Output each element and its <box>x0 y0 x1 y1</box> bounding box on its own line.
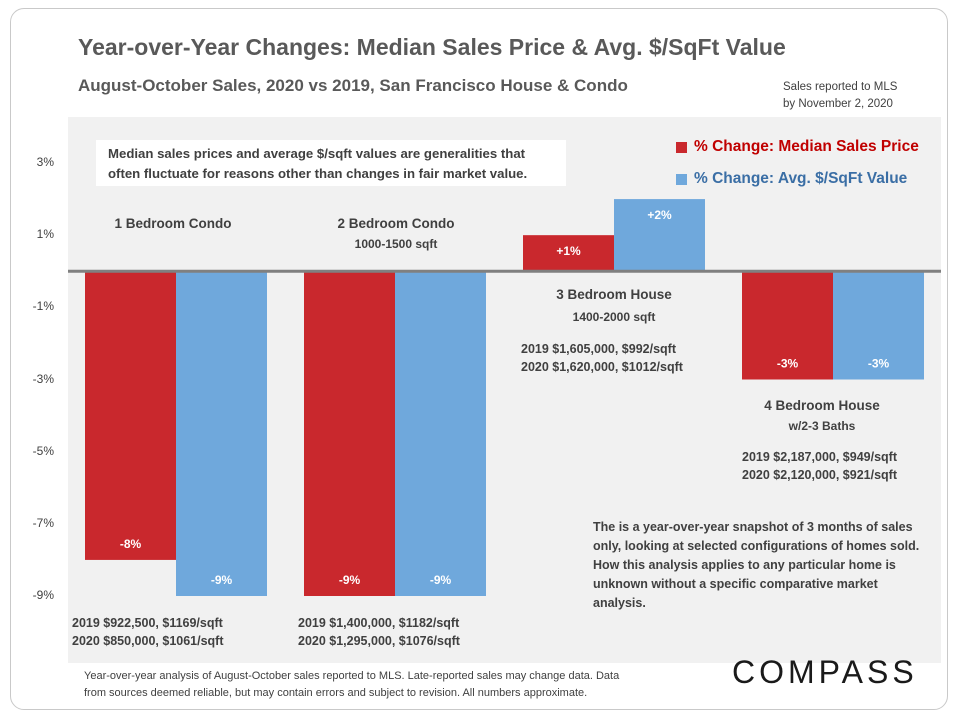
y-tick-label: 1% <box>36 227 54 242</box>
legend-label: % Change: Median Sales Price <box>694 138 919 155</box>
data-label: -8% <box>120 537 142 551</box>
bar-sqft-value-0 <box>176 271 267 596</box>
data-label: -3% <box>868 357 890 371</box>
y-tick-label: -9% <box>32 588 54 602</box>
plot-area: -8% -9% +1% -3% -9% -9% +2% -3% <box>68 117 941 663</box>
compass-logo: COMPASS <box>732 654 918 690</box>
snapshot-note: The is a year-over-year snapshot of 3 mo… <box>593 520 920 610</box>
data-label: -9% <box>339 573 361 587</box>
chart-title: Year-over-Year Changes: Median Sales Pri… <box>78 34 786 60</box>
y-tick-label: -7% <box>32 515 54 530</box>
group-prices-3br-house: 2019 $1,605,000, $992/sqft 2020 $1,620,0… <box>521 340 683 376</box>
legend-item-sqft-value: % Change: Avg. $/SqFt Value <box>676 170 907 188</box>
group-prices-4br-house: 2019 $2,187,000, $949/sqft 2020 $2,120,0… <box>742 448 897 484</box>
group-sub-3br-house: 1400-2000 sqft <box>572 310 656 324</box>
group-sub-4br-house: w/2-3 Baths <box>788 419 856 433</box>
data-label: -9% <box>211 573 233 587</box>
price-line-2019: 2019 $1,605,000, $992/sqft <box>521 342 676 356</box>
group-prices-1br-condo: 2019 $922,500, $1169/sqft 2020 $850,000,… <box>72 614 224 650</box>
footer-line: Year-over-year analysis of August-Octobe… <box>84 670 620 682</box>
data-label: +2% <box>647 208 672 222</box>
price-line-2019: 2019 $1,400,000, $1182/sqft <box>298 616 460 630</box>
bar-median-price-3 <box>742 271 833 380</box>
price-line-2020: 2020 $1,620,000, $1012/sqft <box>521 360 683 374</box>
legend-label: % Change: Avg. $/SqFt Value <box>694 170 908 187</box>
sales-note-line: by November 2, 2020 <box>783 98 893 110</box>
note-text: Median sales prices and average $/sqft v… <box>108 144 568 184</box>
sales-note-line: Sales reported to MLS <box>783 81 898 93</box>
y-tick-label: 3% <box>36 155 54 169</box>
chart-subtitle: August-October Sales, 2020 vs 2019, San … <box>78 76 628 95</box>
price-line-2020: 2020 $2,120,000, $921/sqft <box>742 468 897 482</box>
y-tick-label: -5% <box>32 443 54 458</box>
price-line-2019: 2019 $2,187,000, $949/sqft <box>742 450 897 464</box>
y-tick-label: -1% <box>32 299 54 314</box>
price-line-2020: 2020 $850,000, $1061/sqft <box>72 634 224 648</box>
price-line-2019: 2019 $922,500, $1169/sqft <box>72 616 223 630</box>
legend-swatch-red <box>676 141 687 153</box>
bar-median-price-2 <box>523 235 614 272</box>
group-sub-2br-condo: 1000-1500 sqft <box>354 237 438 251</box>
group-name-2br-condo: 2 Bedroom Condo <box>337 216 455 231</box>
data-label: -9% <box>430 573 452 587</box>
bar-sqft-value-3 <box>833 271 924 380</box>
note-line: often fluctuate for reasons other than c… <box>108 166 528 181</box>
bar-sqft-value-1 <box>395 271 486 596</box>
price-line-2020: 2020 $1,295,000, $1076/sqft <box>298 634 460 648</box>
group-prices-2br-condo: 2019 $1,400,000, $1182/sqft 2020 $1,295,… <box>298 614 460 650</box>
footer-line: from sources deemed reliable, but may co… <box>84 687 588 699</box>
data-label: +1% <box>556 244 581 258</box>
group-name-3br-house: 3 Bedroom House <box>556 287 672 302</box>
data-label: -3% <box>777 357 799 371</box>
sales-reported-note: Sales reported to MLS by November 2, 202… <box>783 79 897 113</box>
bar-sqft-value-2 <box>614 199 705 272</box>
bar-chart: -8% -9% +1% -3% -9% -9% +2% -3% <box>68 199 941 596</box>
group-name-1br-condo: 1 Bedroom Condo <box>114 216 232 231</box>
note-box <box>96 140 566 186</box>
group-name-4br-house: 4 Bedroom House <box>764 398 880 413</box>
y-tick-label: -3% <box>32 371 54 386</box>
legend-swatch-blue <box>676 173 687 185</box>
note-line: Median sales prices and average $/sqft v… <box>108 146 526 161</box>
footer-disclaimer: Year-over-year analysis of August-Octobe… <box>84 668 684 702</box>
bar-median-price-1 <box>304 271 395 596</box>
legend-item-median-price: % Change: Median Sales Price <box>676 138 919 156</box>
bar-median-price-0 <box>85 271 176 560</box>
